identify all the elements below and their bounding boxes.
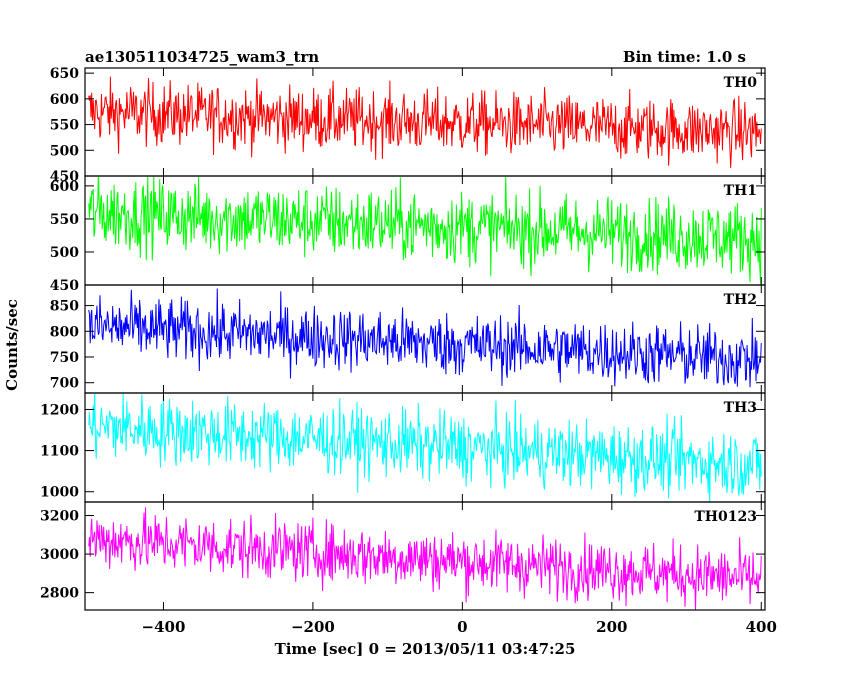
panel-th0123: 2800 3000 3200 TH0123	[40, 501, 766, 611]
y-tick-label: 750	[50, 350, 79, 366]
x-tick-label: 0	[457, 618, 467, 636]
series-line-th3	[88, 393, 762, 502]
series-line-th0123	[88, 507, 762, 610]
x-tick-label: 200	[596, 618, 627, 636]
y-tick-label: 550	[50, 212, 79, 228]
y-tick-label: 3000	[40, 547, 79, 563]
y-tick-label: 850	[50, 299, 79, 315]
y-tick-label: 500	[50, 143, 79, 159]
x-axis-label: Time [sec] 0 = 2013/05/11 03:47:25	[275, 640, 576, 658]
x-tick-label: −200	[291, 618, 335, 636]
panel-th1: 450 500 550 600 TH1	[50, 175, 766, 294]
x-tick-label: −400	[142, 618, 186, 636]
panel-label: TH0123	[694, 509, 757, 525]
y-tick-label: 600	[50, 92, 79, 108]
chart-title-left: ae130511034725_wam3_trn	[85, 48, 319, 66]
y-tick-label: 1000	[40, 485, 79, 501]
panel-label: TH1	[724, 183, 757, 199]
panel-label: TH3	[724, 400, 757, 416]
panels-group: 450 500 550 600 650 TH0 450 500 550 600 TH1 700 750 8…	[40, 66, 777, 636]
panel-frame	[84, 501, 766, 611]
y-tick-label: 500	[50, 245, 79, 261]
y-tick-label: 700	[50, 376, 79, 392]
panel-th3: 1000 1100 1200 TH3	[40, 392, 766, 503]
panel-label: TH2	[724, 292, 757, 308]
panel-label: TH0	[724, 75, 758, 91]
panel-th2: 700 750 800 850 TH2	[50, 284, 766, 394]
series-line-th2	[88, 288, 762, 388]
y-tick-label: 1100	[40, 444, 79, 460]
chart-title-right: Bin time: 1.0 s	[623, 48, 746, 66]
series-line-th0	[88, 76, 762, 168]
y-tick-label: 650	[50, 66, 79, 82]
y-tick-label: 600	[50, 179, 79, 195]
panel-th0: 450 500 550 600 650 TH0	[50, 66, 766, 185]
y-axis-label: Counts/sec	[3, 299, 21, 391]
y-tick-label: 2800	[40, 586, 79, 602]
y-tick-label: 1200	[40, 402, 79, 418]
y-tick-label: 450	[50, 278, 79, 294]
y-tick-label: 3200	[40, 509, 79, 525]
series-line-th1	[88, 176, 762, 284]
y-tick-label: 450	[50, 169, 79, 185]
y-tick-label: 550	[50, 118, 79, 134]
y-tick-label: 800	[50, 324, 79, 340]
x-tick-label: 400	[746, 618, 777, 636]
